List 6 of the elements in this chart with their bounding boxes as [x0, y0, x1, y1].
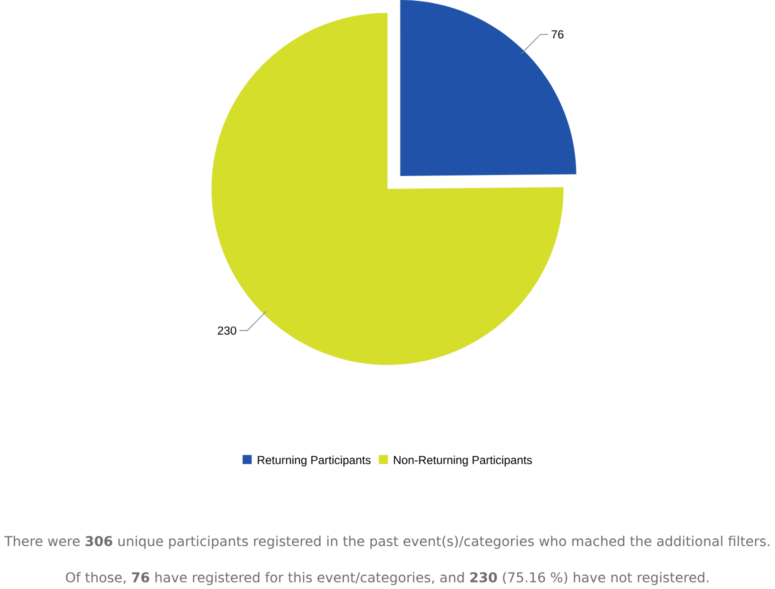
text: Of those, 76 have registered for this event/categories, and 230 (75.16 %) have not registered. — [66, 572, 708, 585]
text: There were 306 unique participants registered in the past event(s)/categories who mached the additional filters. — [4, 536, 770, 549]
legend-label: Non-Returning Participants — [394, 455, 532, 466]
data-label: 76 — [552, 30, 564, 38]
data-label: 230 — [218, 326, 236, 335]
legend-label: Returning Participants — [258, 455, 371, 466]
